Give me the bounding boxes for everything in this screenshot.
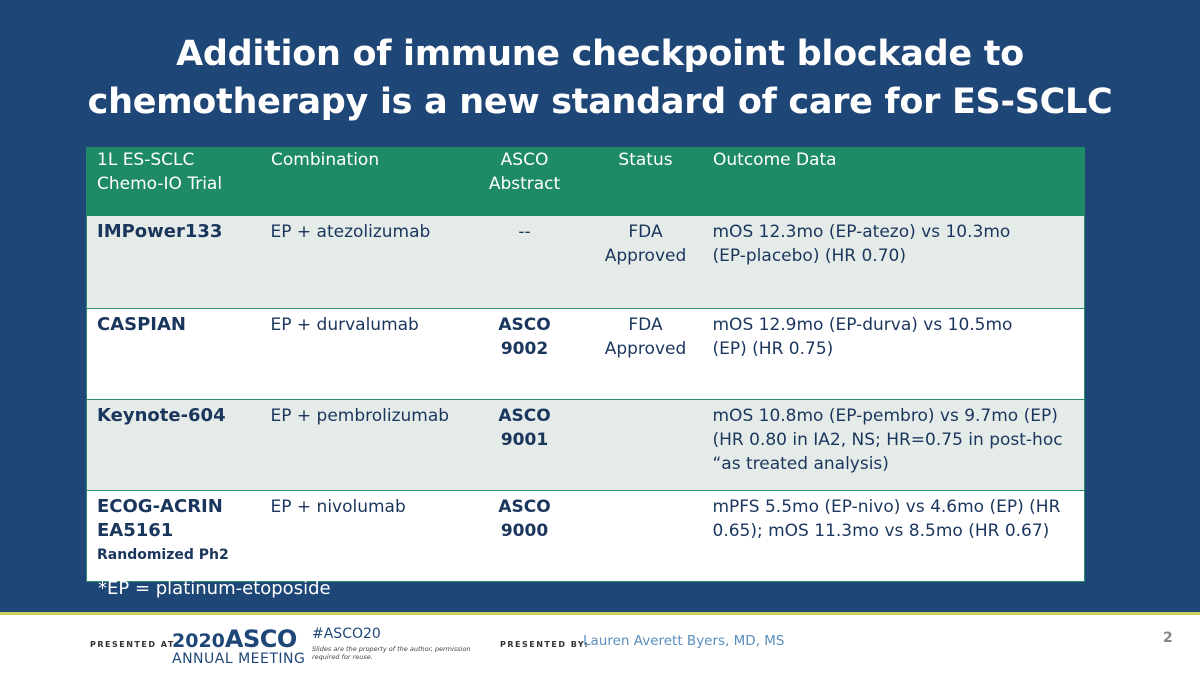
outcome-cell: mOS 12.9mo (EP-durva) vs 10.5mo (EP) (HR… [702, 308, 1085, 400]
trials-table: 1L ES-SCLC Chemo-IO Trial Combination AS… [86, 147, 1085, 582]
footnote: *EP = platinum-etoposide [98, 578, 331, 599]
logo-subtitle: ANNUAL MEETING [172, 651, 306, 667]
header-combination: Combination [260, 147, 461, 216]
status-cell [586, 399, 703, 491]
abstract-cell: ASCO 9002 [460, 308, 587, 400]
title-line-2: chemotherapy is a new standard of care f… [87, 82, 1113, 122]
trial-subtitle: Randomized Ph2 [97, 547, 229, 563]
logo-year: 2020 [172, 630, 225, 652]
trial-name: Keynote-604 [97, 405, 226, 426]
presented-at-label: PRESENTED AT: [90, 640, 180, 649]
asco-logo: 2020ASCO ANNUAL MEETING [172, 625, 305, 667]
logo-asco: ASCO [224, 625, 297, 653]
outcome-cell: mOS 10.8mo (EP-pembro) vs 9.7mo (EP) (HR… [702, 399, 1085, 491]
trial-name: CASPIAN [97, 314, 186, 335]
table-row: IMPower133 EP + atezolizumab -- FDA Appr… [86, 215, 1085, 309]
title-line-1: Addition of immune checkpoint blockade t… [176, 34, 1024, 74]
combination-cell: EP + nivolumab [260, 490, 461, 582]
hashtag: #ASCO20 [312, 626, 381, 642]
abstract-cell: ASCO 9001 [460, 399, 587, 491]
header-trial: 1L ES-SCLC Chemo-IO Trial [86, 147, 261, 216]
disclaimer: Slides are the property of the author, p… [312, 645, 471, 661]
footer-accent-line [0, 612, 1200, 615]
trial-cell: Keynote-604 [86, 399, 261, 491]
trial-name: ECOG-ACRIN EA5161 [97, 496, 223, 541]
slide-title: Addition of immune checkpoint blockade t… [40, 30, 1160, 126]
trial-name: IMPower133 [97, 221, 223, 242]
trial-cell: ECOG-ACRIN EA5161 Randomized Ph2 [86, 490, 261, 582]
combination-cell: EP + atezolizumab [260, 215, 461, 309]
presented-by-label: PRESENTED BY: [500, 640, 590, 649]
table-row: CASPIAN EP + durvalumab ASCO 9002 FDA Ap… [86, 308, 1085, 400]
abstract-cell: -- [460, 215, 587, 309]
page-number: 2 [1163, 630, 1173, 646]
abstract-cell: ASCO 9000 [460, 490, 587, 582]
table-row: ECOG-ACRIN EA5161 Randomized Ph2 EP + ni… [86, 490, 1085, 582]
outcome-cell: mOS 12.3mo (EP-atezo) vs 10.3mo (EP-plac… [702, 215, 1085, 309]
trial-cell: IMPower133 [86, 215, 261, 309]
table-header-row: 1L ES-SCLC Chemo-IO Trial Combination AS… [86, 147, 1085, 216]
status-cell: FDA Approved [586, 215, 703, 309]
header-status: Status [586, 147, 703, 216]
outcome-cell: mPFS 5.5mo (EP-nivo) vs 4.6mo (EP) (HR 0… [702, 490, 1085, 582]
header-outcome: Outcome Data [702, 147, 1085, 216]
status-cell: FDA Approved [586, 308, 703, 400]
header-abstract: ASCO Abstract [460, 147, 587, 216]
trial-cell: CASPIAN [86, 308, 261, 400]
table-row: Keynote-604 EP + pembrolizumab ASCO 9001… [86, 399, 1085, 491]
presenter-name: Lauren Averett Byers, MD, MS [583, 633, 785, 649]
footer [0, 615, 1200, 697]
status-cell [586, 490, 703, 582]
combination-cell: EP + pembrolizumab [260, 399, 461, 491]
combination-cell: EP + durvalumab [260, 308, 461, 400]
